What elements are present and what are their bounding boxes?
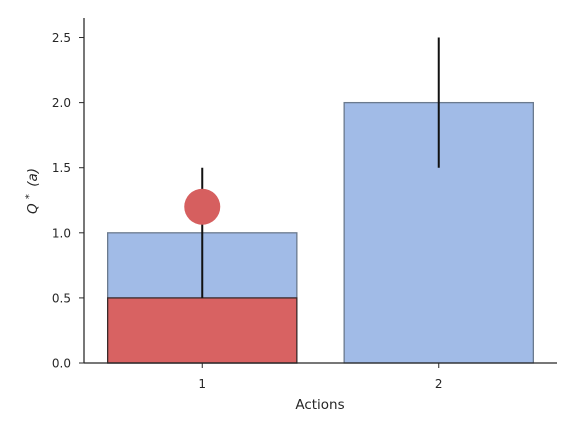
point-layer [184,188,221,225]
point-1 [184,188,221,225]
y-tick-label: 2.0 [52,96,71,110]
axes [83,18,557,364]
y-axis-title-argument: (a) [25,168,41,187]
overlay-bar-1 [107,297,298,364]
x-tick-label: 1 [198,377,206,391]
y-tick-labels: 0.0 0.5 1.0 1.5 2.0 2.5 [52,31,84,371]
y-tick-label: 1.5 [52,161,71,175]
y-tick-label: 0.5 [52,291,71,305]
y-tick-label: 0.0 [52,357,71,371]
y-tick-label: 1.0 [52,226,71,240]
x-tick-label: 2 [435,377,443,391]
overlay-layer [107,297,298,364]
x-axis-title: Actions [295,397,344,413]
y-tick-label: 2.5 [52,31,71,45]
y-axis-title-superscript: * [24,194,35,199]
y-axis-title: Q * (a) [20,168,41,214]
y-axis-title-symbol: Q [25,203,41,214]
